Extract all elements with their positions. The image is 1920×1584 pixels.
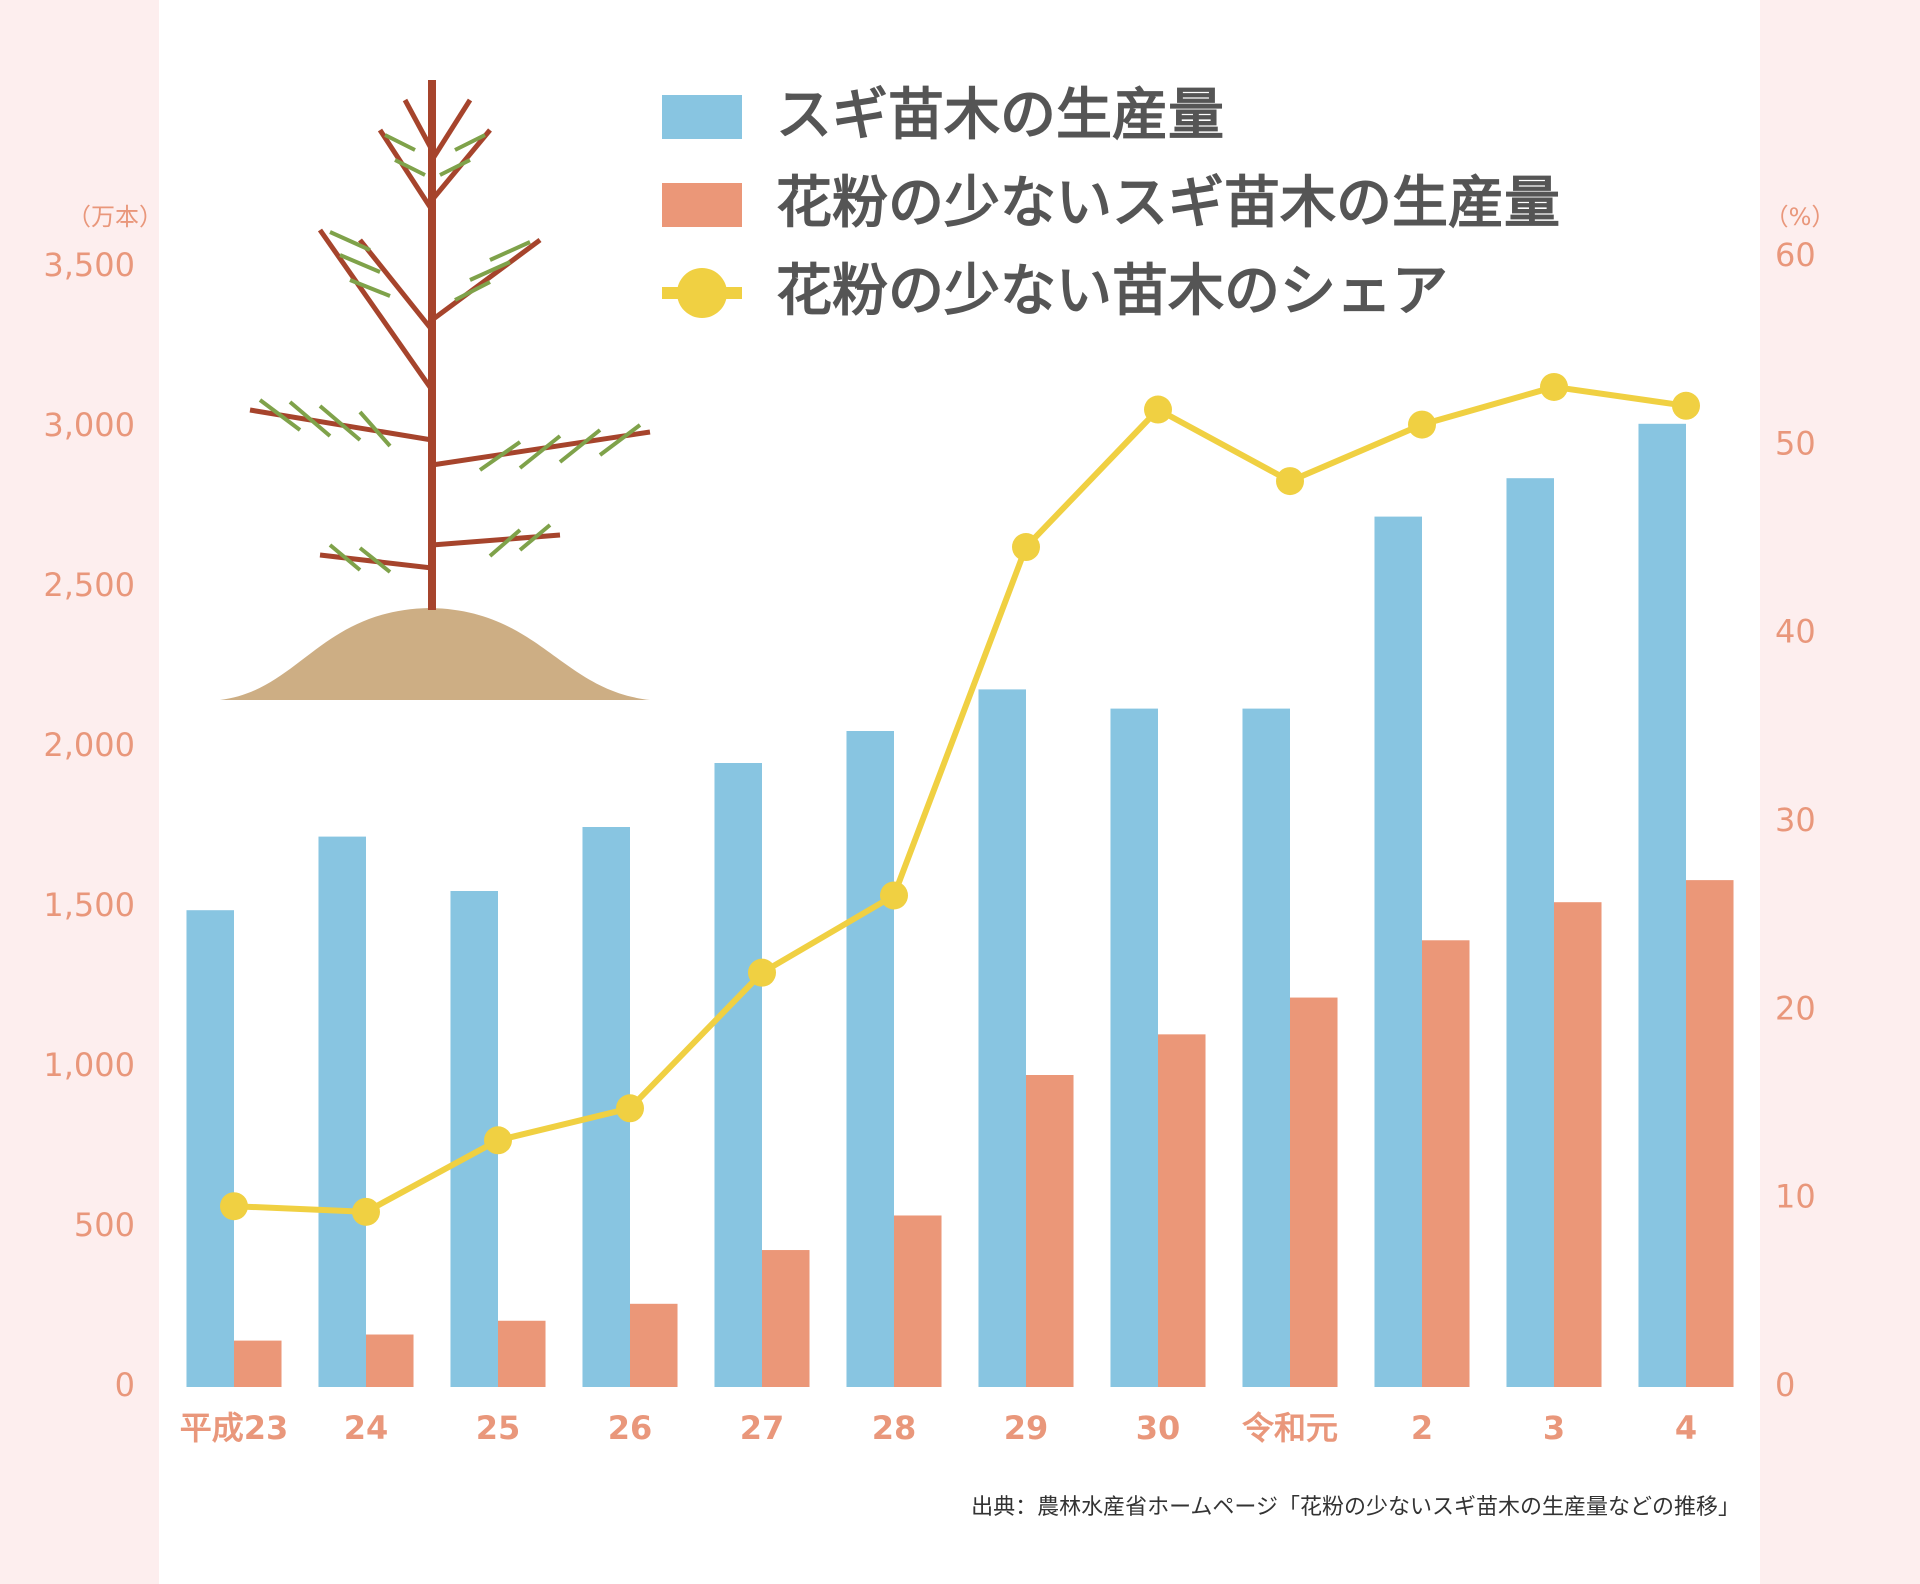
x-tick-label: 2 <box>1411 1409 1433 1447</box>
line-point <box>1012 533 1040 562</box>
line <box>233 383 1687 1215</box>
tree-illustration <box>220 80 651 700</box>
legend-label: 花粉の少ないスギ苗木の生産量 <box>776 171 1560 236</box>
bar <box>894 1215 942 1387</box>
x-tick-label: 25 <box>476 1409 521 1447</box>
source-note: 出典：農林水産省ホームページ「花粉の少ないスギ苗木の生産量などの推移」 <box>971 1495 1740 1520</box>
y-tick-label: 2,500 <box>43 566 135 604</box>
y2-axis-unit: （%） <box>1765 203 1836 231</box>
bar <box>1110 708 1158 1387</box>
bar <box>186 910 234 1387</box>
bar <box>1242 708 1290 1387</box>
x-tick-label: 29 <box>1004 1409 1049 1447</box>
line-point <box>616 1094 644 1123</box>
line-point <box>1276 467 1304 496</box>
y-tick-label: 2,000 <box>43 726 135 764</box>
bar <box>318 836 366 1387</box>
bar <box>630 1303 678 1387</box>
x-tick-label: 4 <box>1675 1409 1697 1447</box>
legend-swatch <box>662 95 742 139</box>
line-point <box>1540 372 1568 401</box>
y-tick-label: 0 <box>115 1366 135 1404</box>
legend-label: スギ苗木の生産量 <box>776 83 1224 148</box>
bar <box>1158 1034 1206 1387</box>
line-point <box>352 1197 380 1226</box>
x-tick-label: 28 <box>872 1409 917 1447</box>
x-tick-label: 30 <box>1136 1409 1181 1447</box>
y-tick-label: 3,500 <box>43 246 135 284</box>
line-point <box>220 1192 248 1221</box>
bar <box>1422 940 1470 1387</box>
bar <box>366 1334 414 1387</box>
line-point <box>484 1126 512 1155</box>
line-point <box>1144 395 1172 424</box>
y2-tick-label: 10 <box>1775 1178 1816 1216</box>
y2-tick-label: 30 <box>1775 801 1816 839</box>
line-point <box>880 881 908 910</box>
x-tick-label: 3 <box>1543 1409 1565 1447</box>
legend-label: 花粉の少ない苗木のシェア <box>776 259 1448 324</box>
bar <box>1638 423 1686 1387</box>
bar <box>1290 997 1338 1387</box>
x-tick-label: 26 <box>608 1409 653 1447</box>
x-tick-label: 24 <box>344 1409 389 1447</box>
bar <box>1686 880 1734 1387</box>
x-tick-label: 27 <box>740 1409 785 1447</box>
y2-tick-label: 0 <box>1775 1366 1795 1404</box>
y-tick-label: 3,000 <box>43 406 135 444</box>
bar <box>1374 516 1422 1387</box>
y2-tick-label: 60 <box>1775 236 1816 274</box>
y2-tick-label: 50 <box>1775 424 1816 462</box>
x-tick-label: 平成23 <box>180 1409 289 1447</box>
bar <box>978 689 1026 1387</box>
y2-tick-label: 40 <box>1775 613 1816 651</box>
bar <box>498 1320 546 1387</box>
bar <box>762 1250 810 1387</box>
y-tick-label: 1,000 <box>43 1046 135 1084</box>
y-tick-label: 1,500 <box>43 886 135 924</box>
bar <box>714 763 762 1387</box>
line-point <box>748 958 776 987</box>
bar <box>1554 902 1602 1387</box>
bar <box>234 1340 282 1387</box>
plot-background <box>159 0 1760 1584</box>
y2-tick-label: 20 <box>1775 989 1816 1027</box>
line-point <box>1408 410 1436 439</box>
bar <box>1506 478 1554 1387</box>
legend-swatch <box>677 268 727 318</box>
x-tick-label: 令和元 <box>1242 1409 1338 1447</box>
bar <box>846 731 894 1387</box>
y-axis-unit: （万本） <box>67 203 163 231</box>
line-point <box>1672 391 1700 420</box>
bar <box>1026 1075 1074 1387</box>
y-tick-label: 500 <box>74 1206 135 1244</box>
legend-swatch <box>662 183 742 227</box>
